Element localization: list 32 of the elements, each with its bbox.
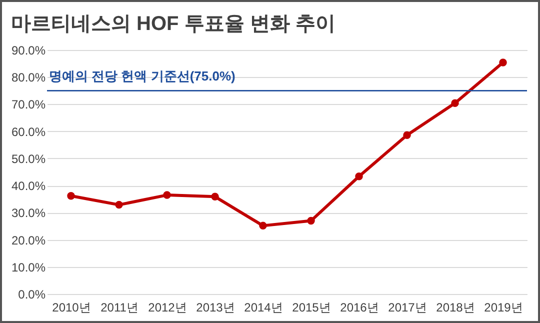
chart-title: 마르티네스의 HOF 투표율 변화 추이 — [10, 13, 336, 35]
y-tick-label: 30.0% — [11, 206, 46, 220]
y-tick-label: 60.0% — [11, 124, 46, 139]
y-tick-label: 50.0% — [11, 152, 46, 166]
point — [211, 192, 219, 201]
point — [355, 172, 363, 180]
y-tick-label: 70.0% — [11, 98, 46, 112]
y-tick-label: 40.0% — [11, 179, 46, 194]
x-tick-label: 2012년 — [148, 300, 187, 314]
ref-line-label: 명예의 전당 헌액 기준선(75.0%) — [49, 68, 236, 84]
x-tick-label: 2013년 — [196, 300, 235, 314]
x-tick-label: 2011년 — [100, 300, 138, 314]
x-tick-label: 2015년 — [292, 300, 331, 314]
point — [115, 200, 123, 209]
y-tick-label: 10.0% — [11, 260, 46, 274]
x-tick-label: 2017년 — [388, 300, 427, 314]
y-tick-label: 90.0% — [11, 44, 46, 58]
point — [403, 131, 411, 139]
point — [259, 222, 267, 230]
x-tick-label: 2014년 — [244, 300, 283, 314]
y-tick-label: 20.0% — [11, 233, 46, 248]
point — [451, 99, 459, 108]
x-tick-label: 2019년 — [484, 300, 523, 314]
point — [307, 216, 315, 225]
point — [67, 192, 75, 200]
point — [163, 191, 171, 199]
x-tick-label: 2016년 — [340, 300, 379, 314]
x-tick-label: 2010년 — [52, 300, 91, 314]
x-tick-label: 2018년 — [436, 300, 475, 314]
y-tick-label: 0.0% — [18, 288, 46, 302]
point — [499, 58, 507, 66]
y-tick-label: 80.0% — [11, 70, 46, 85]
